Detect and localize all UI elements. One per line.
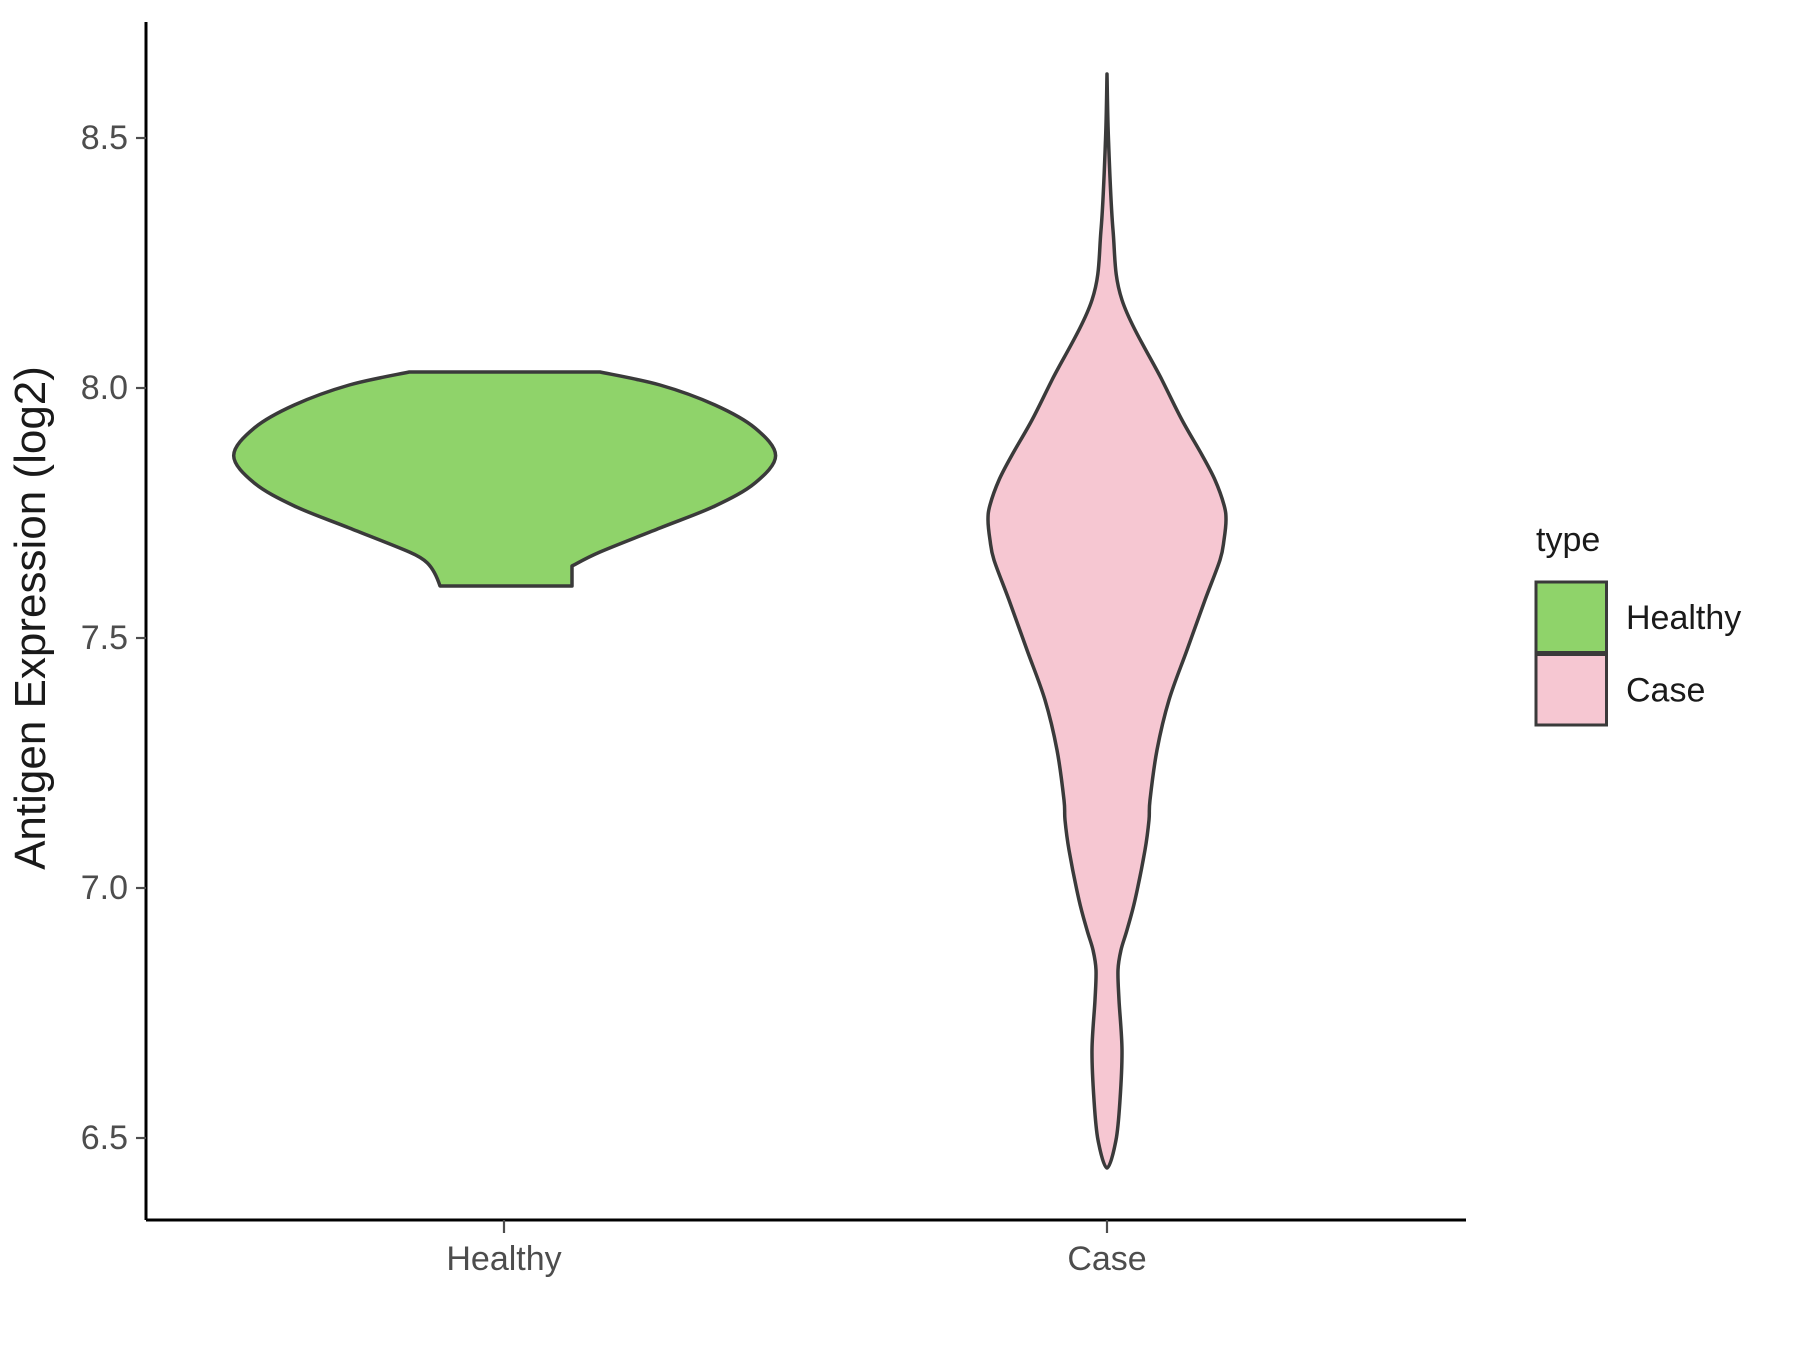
svg-text:Case: Case [1067, 1240, 1146, 1278]
svg-text:8.0: 8.0 [81, 369, 128, 407]
svg-text:Antigen Expression (log2): Antigen Expression (log2) [6, 366, 55, 870]
svg-text:Healthy: Healthy [1626, 599, 1741, 637]
svg-text:7.0: 7.0 [81, 869, 128, 907]
svg-text:7.5: 7.5 [81, 619, 128, 657]
svg-text:8.5: 8.5 [81, 119, 128, 157]
svg-text:6.5: 6.5 [81, 1119, 128, 1157]
svg-text:Healthy: Healthy [446, 1240, 561, 1278]
svg-text:type: type [1536, 521, 1600, 559]
svg-text:Case: Case [1626, 672, 1705, 710]
